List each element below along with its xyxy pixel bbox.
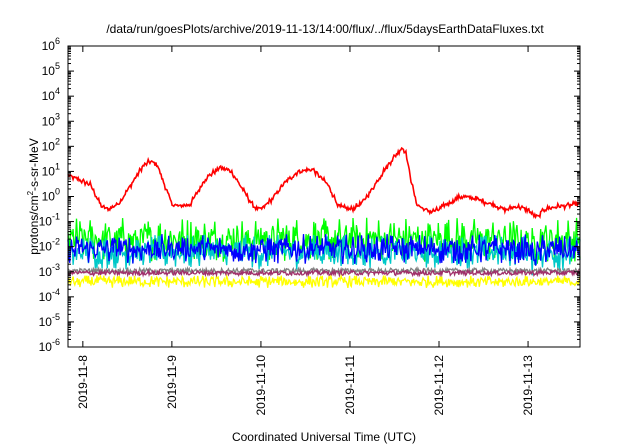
- y-tick-label-exp: 0: [55, 187, 60, 197]
- y-tick-label-base: 10: [42, 139, 56, 153]
- y-tick-label-base: 10: [39, 215, 53, 229]
- series-line-0: [67, 146, 581, 220]
- y-tick-label-exp: -2: [52, 237, 60, 247]
- y-tick-label-exp: -6: [52, 337, 60, 347]
- y-tick-label-base: 10: [42, 164, 56, 178]
- series-line-1: [67, 217, 581, 265]
- x-tick-label: 2019-11-10: [254, 355, 268, 416]
- x-tick-label: 2019-11-8: [76, 355, 90, 409]
- y-tick-label: 10-4: [39, 287, 60, 304]
- y-tick-label: 105: [42, 61, 60, 78]
- y-tick-label-exp: 6: [55, 36, 60, 46]
- y-axis-label: protons/cm2-s-sr-MeV: [26, 138, 41, 254]
- plot-area: [67, 146, 581, 289]
- y-tick-label-base: 10: [42, 39, 56, 53]
- y-axis-label-sup: 2: [26, 190, 35, 195]
- y-tick-label-base: 10: [39, 265, 53, 279]
- x-tick-label: 2019-11-9: [165, 355, 179, 409]
- plot-frame: [67, 45, 581, 348]
- y-axis-label-rest: -s-sr-MeV: [27, 138, 41, 191]
- y-tick-label-base: 10: [42, 64, 56, 78]
- y-tick-label-base: 10: [39, 290, 53, 304]
- chart-title: /data/run/goesPlots/archive/2019-11-13/1…: [106, 22, 544, 36]
- y-tick-label: 10-3: [39, 262, 60, 279]
- y-tick-label-exp: 3: [55, 111, 60, 121]
- x-tick-label: 2019-11-13: [521, 355, 535, 416]
- series-line-4: [67, 273, 581, 289]
- x-axis-label: Coordinated Universal Time (UTC): [232, 430, 416, 444]
- y-tick-label-exp: 5: [55, 61, 60, 71]
- x-axis: 2019-11-8 2019-11-9 2019-11-10 2019-11-11 20…: [76, 46, 535, 416]
- y-tick-label: 10-5: [39, 312, 60, 329]
- y-tick-label-base: 10: [39, 340, 53, 354]
- y-tick-label-base: 10: [39, 315, 53, 329]
- series-line-3: [67, 234, 581, 266]
- y-tick-label-exp: -3: [52, 262, 60, 272]
- y-tick-label-base: 10: [42, 114, 56, 128]
- y-tick-label-exp: 1: [55, 161, 60, 171]
- y-tick-label: 10-6: [39, 337, 60, 354]
- y-tick-label: 104: [42, 86, 60, 103]
- y-tick-label: 106: [42, 36, 60, 53]
- y-tick-label-exp: 2: [55, 136, 60, 146]
- y-tick-label: 101: [42, 161, 60, 178]
- y-axis: 10610510410310210110010-110-210-310-410-…: [39, 36, 580, 354]
- y-tick-label-exp: -5: [52, 312, 60, 322]
- y-tick-label-exp: -4: [52, 287, 60, 297]
- y-tick-label-base: 10: [42, 89, 56, 103]
- y-tick-label-exp: -1: [52, 212, 60, 222]
- x-tick-label: 2019-11-12: [432, 355, 446, 416]
- x-tick-label: 2019-11-11: [343, 355, 357, 415]
- y-tick-label: 100: [42, 187, 60, 204]
- y-tick-label: 10-2: [39, 237, 60, 254]
- y-tick-label-exp: 4: [55, 86, 60, 96]
- y-tick-label: 102: [42, 136, 60, 153]
- y-tick-label: 10-1: [39, 212, 60, 229]
- series-line-6: [67, 268, 581, 278]
- y-tick-label: 103: [42, 111, 60, 128]
- y-tick-label-base: 10: [39, 240, 53, 254]
- y-axis-label-base: protons/cm: [27, 195, 41, 254]
- y-tick-label-base: 10: [42, 190, 56, 204]
